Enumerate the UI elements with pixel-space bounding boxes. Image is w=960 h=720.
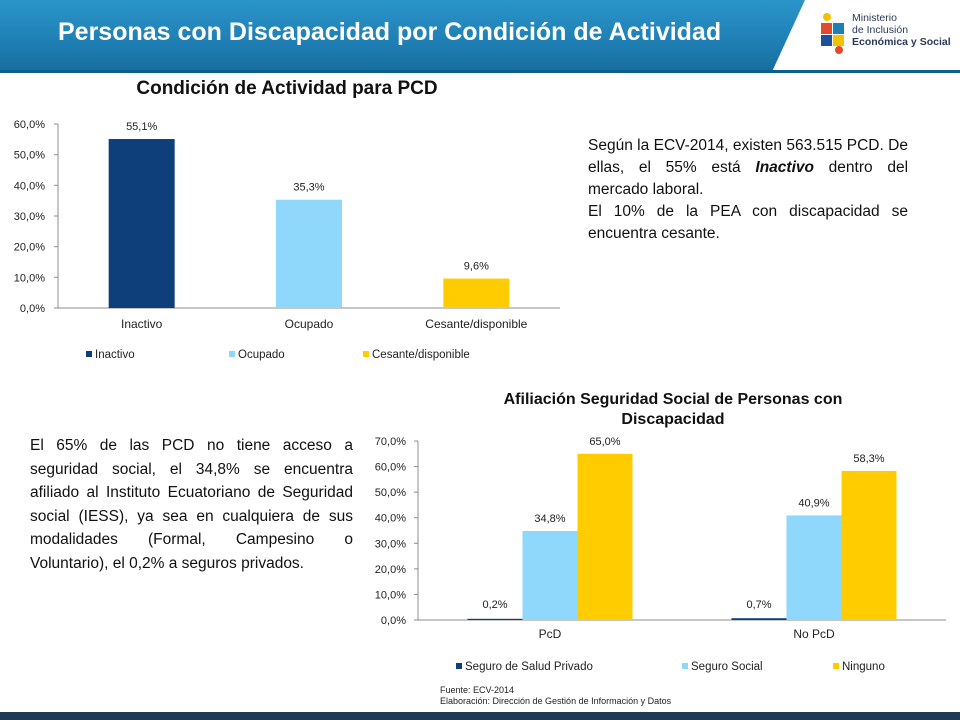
- summary-text-activity: Según la ECV-2014, existen 563.515 PCD. …: [588, 135, 908, 245]
- chart1-x-tick-label: Ocupado: [285, 317, 334, 331]
- chart2-legend-label: Seguro Social: [691, 661, 763, 673]
- chart2-legend-swatch: [682, 663, 688, 669]
- footer-bar: [0, 712, 960, 720]
- header-banner: Personas con Discapacidad por Condición …: [0, 0, 960, 70]
- chart1-legend-label: Ocupado: [238, 349, 285, 361]
- logo-line-1: Ministerio: [852, 12, 897, 24]
- elaboration-line: Elaboración: Dirección de Gestión de Inf…: [440, 696, 672, 706]
- chart1-y-tick-label: 40,0%: [14, 180, 45, 192]
- chart1-y-tick-label: 0,0%: [20, 303, 45, 315]
- chart2-data-label: 34,8%: [534, 513, 565, 525]
- logo-line-3: Económica y Social: [852, 36, 951, 48]
- chart1-y-tick-label: 10,0%: [14, 272, 45, 284]
- ministry-logo: Ministerio de Inclusión Económica y Soci…: [818, 8, 958, 64]
- chart2-y-tick-label: 30,0%: [375, 538, 406, 550]
- chart2-data-label: 0,7%: [746, 599, 771, 611]
- chart2-y-tick-label: 40,0%: [375, 513, 406, 525]
- chart2-y-tick-label: 20,0%: [375, 564, 406, 576]
- logo-line-2: de Inclusión: [852, 24, 909, 36]
- chart2-x-tick-label: PcD: [539, 627, 562, 641]
- summary-paragraph-1: Según la ECV-2014, existen 563.515 PCD. …: [588, 137, 909, 198]
- chart2-y-tick-label: 50,0%: [375, 487, 406, 499]
- chart2-x-tick-label: No PcD: [793, 627, 835, 641]
- chart2-bar-seguro-de-salud-privado: [467, 618, 523, 620]
- chart1-legend-swatch: [86, 351, 92, 357]
- chart1-y-tick-label: 50,0%: [14, 150, 45, 162]
- summary-paragraph-2: El 10% de la PEA con discapacidad se enc…: [588, 203, 908, 242]
- summary-emphasis: Inactivo: [755, 159, 814, 176]
- chart2-y-tick-label: 70,0%: [375, 436, 406, 448]
- chart2-bar-seguro-de-salud-privado: [731, 618, 787, 620]
- chart1-y-tick-label: 20,0%: [14, 242, 45, 254]
- chart2-data-label: 0,2%: [482, 599, 507, 611]
- ministry-emblem-icon: [821, 13, 844, 54]
- chart1-data-label: 55,1%: [126, 121, 157, 133]
- summary-text-social-security: El 65% de las PCD no tiene acceso a segu…: [30, 437, 353, 572]
- chart2-data-label: 40,9%: [798, 497, 829, 509]
- chart1-legend-label: Inactivo: [95, 349, 135, 361]
- chart2-y-tick-label: 0,0%: [381, 615, 406, 627]
- chart2-title-line-1: Afiliación Seguridad Social de Personas …: [504, 391, 843, 408]
- logo-text: Ministerio de Inclusión Económica y Soci…: [852, 12, 951, 48]
- chart1-y-tick-label: 60,0%: [14, 119, 45, 131]
- chart2-legend-label: Ninguno: [842, 661, 885, 673]
- chart2-bar-seguro-social: [786, 515, 842, 620]
- chart1-legend-label: Cesante/disponible: [372, 349, 470, 361]
- chart1-legend-swatch: [229, 351, 235, 357]
- chart2-legend-swatch: [833, 663, 839, 669]
- chart2-bar-seguro-social: [522, 531, 578, 620]
- chart2-bar-ninguno: [577, 453, 633, 620]
- social-security-chart: Afiliación Seguridad Social de Personas …: [375, 391, 946, 673]
- chart2-y-tick-label: 10,0%: [375, 589, 406, 601]
- chart1-bar-cesante-disponible: [443, 278, 510, 308]
- source-note: Fuente: ECV-2014 Elaboración: Dirección …: [440, 685, 671, 707]
- chart1-title: Condición de Actividad para PCD: [136, 78, 437, 99]
- chart1-x-tick-label: Inactivo: [121, 317, 163, 331]
- chart1-x-tick-label: Cesante/disponible: [425, 317, 527, 331]
- chart2-bar-ninguno: [841, 470, 897, 620]
- chart2-data-label: 58,3%: [853, 453, 884, 465]
- chart1-data-label: 9,6%: [464, 261, 489, 273]
- header-divider: [0, 70, 960, 73]
- activity-condition-chart: Condición de Actividad para PCD 0,0% 10,0…: [14, 78, 560, 361]
- chart1-legend-swatch: [363, 351, 369, 357]
- chart2-title-line-2: Discapacidad: [621, 411, 724, 428]
- header-background: [0, 0, 805, 70]
- chart1-bar-ocupado: [276, 199, 342, 308]
- page-title: Personas con Discapacidad por Condición …: [58, 18, 722, 46]
- chart1-data-label: 35,3%: [293, 182, 324, 194]
- chart1-bar-inactivo: [108, 139, 175, 308]
- chart2-legend-swatch: [456, 663, 462, 669]
- source-line: Fuente: ECV-2014: [440, 685, 515, 695]
- chart2-data-label: 65,0%: [589, 436, 620, 448]
- chart1-y-tick-label: 30,0%: [14, 211, 45, 223]
- chart2-legend-label: Seguro de Salud Privado: [465, 661, 593, 673]
- chart2-y-tick-label: 60,0%: [375, 462, 406, 474]
